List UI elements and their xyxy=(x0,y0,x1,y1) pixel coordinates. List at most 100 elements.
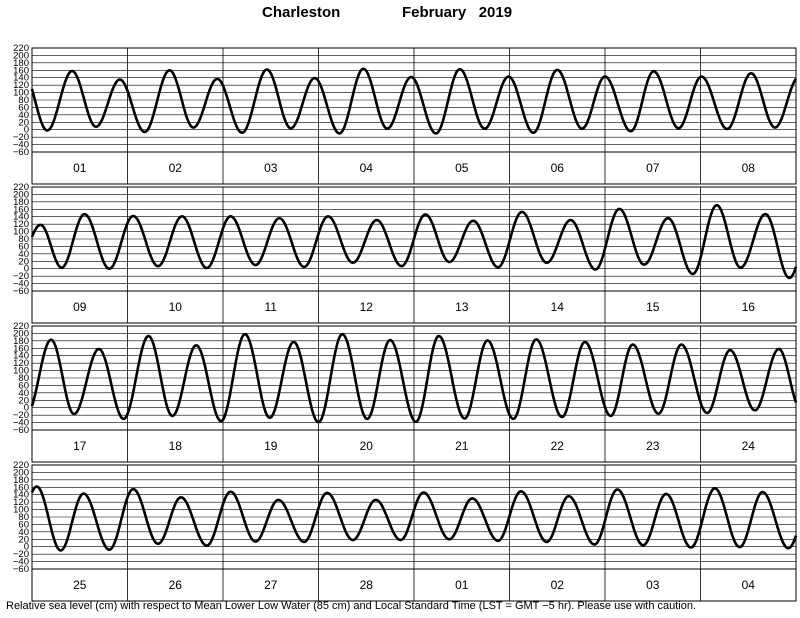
y-tick-label: 20 xyxy=(18,395,29,406)
y-tick-label: 180 xyxy=(13,336,29,347)
y-tick-label: 140 xyxy=(13,351,29,362)
day-label: 22 xyxy=(551,439,565,453)
month-year: February 2019 xyxy=(402,4,513,21)
day-label: 12 xyxy=(360,300,374,314)
tide-panel-2: 220200180160140120100806040200−20−40−600… xyxy=(13,182,798,324)
y-tick-label: 160 xyxy=(13,343,29,354)
day-label: 01 xyxy=(73,161,87,175)
tide-curve xyxy=(30,203,798,280)
y-tick-label: −60 xyxy=(13,147,29,158)
day-label: 04 xyxy=(360,161,374,175)
y-tick-label: 160 xyxy=(13,204,29,215)
day-label: 08 xyxy=(742,161,756,175)
y-tick-label: 140 xyxy=(13,490,29,501)
y-tick-label: −20 xyxy=(13,549,29,560)
y-tick-label: 80 xyxy=(18,234,29,245)
y-tick-label: 40 xyxy=(18,249,29,260)
y-tick-label: −60 xyxy=(13,564,29,575)
day-label: 02 xyxy=(169,161,183,175)
y-tick-label: −20 xyxy=(13,132,29,143)
y-tick-label: 20 xyxy=(18,117,29,128)
y-tick-label: 220 xyxy=(13,460,29,471)
y-tick-label: 220 xyxy=(13,321,29,332)
y-tick-label: 80 xyxy=(18,512,29,523)
day-label: 25 xyxy=(73,578,87,592)
y-tick-label: −20 xyxy=(13,410,29,421)
y-tick-label: 180 xyxy=(13,197,29,208)
day-label: 14 xyxy=(551,300,565,314)
day-label: 23 xyxy=(646,439,660,453)
y-tick-label: 100 xyxy=(13,505,29,516)
y-tick-label: 0 xyxy=(24,542,29,553)
y-tick-label: −40 xyxy=(13,557,29,568)
y-tick-label: 40 xyxy=(18,110,29,121)
footer-note: Relative sea level (cm) with respect to … xyxy=(6,600,697,612)
y-tick-label: 60 xyxy=(18,519,29,530)
day-label: 19 xyxy=(264,439,278,453)
station-name: Charleston xyxy=(262,4,341,21)
day-label: 03 xyxy=(264,161,278,175)
day-label: 28 xyxy=(360,578,374,592)
y-tick-label: 200 xyxy=(13,328,29,339)
y-tick-label: −40 xyxy=(13,418,29,429)
tide-panel-3: 220200180160140120100806040200−20−40−601… xyxy=(13,321,798,463)
y-tick-label: −40 xyxy=(13,279,29,290)
y-tick-label: 220 xyxy=(13,43,29,54)
y-tick-label: 100 xyxy=(13,366,29,377)
day-label: 16 xyxy=(742,300,756,314)
day-label: 17 xyxy=(73,439,87,453)
y-tick-label: 20 xyxy=(18,256,29,267)
day-label: 15 xyxy=(646,300,660,314)
day-label: 26 xyxy=(169,578,183,592)
tide-curve xyxy=(30,485,798,552)
y-tick-label: 140 xyxy=(13,73,29,84)
y-tick-label: 40 xyxy=(18,388,29,399)
day-label: 04 xyxy=(742,578,756,592)
y-tick-label: 100 xyxy=(13,227,29,238)
day-label: 24 xyxy=(742,439,756,453)
y-tick-label: 100 xyxy=(13,88,29,99)
y-tick-label: 220 xyxy=(13,182,29,193)
y-tick-label: −60 xyxy=(13,286,29,297)
day-label: 11 xyxy=(265,300,278,314)
y-tick-label: 20 xyxy=(18,534,29,545)
y-tick-label: 0 xyxy=(24,125,29,136)
y-tick-label: 60 xyxy=(18,380,29,391)
day-label: 13 xyxy=(455,300,469,314)
day-label: 03 xyxy=(646,578,660,592)
y-tick-label: −40 xyxy=(13,140,29,151)
day-label: 07 xyxy=(646,161,660,175)
y-tick-label: 120 xyxy=(13,80,29,91)
y-tick-label: −20 xyxy=(13,271,29,282)
y-tick-label: 80 xyxy=(18,373,29,384)
y-tick-label: 40 xyxy=(18,527,29,538)
day-label: 21 xyxy=(455,439,469,453)
day-label: 27 xyxy=(264,578,278,592)
y-tick-label: 120 xyxy=(13,219,29,230)
tide-curve xyxy=(30,332,798,424)
y-tick-label: 180 xyxy=(13,58,29,69)
tide-panel-1: 220200180160140120100806040200−20−40−600… xyxy=(13,43,798,185)
chart-header: Charleston February 2019 xyxy=(0,4,800,28)
day-label: 05 xyxy=(455,161,469,175)
y-tick-label: 200 xyxy=(13,467,29,478)
y-tick-label: 120 xyxy=(13,497,29,508)
y-tick-label: 0 xyxy=(24,264,29,275)
day-label: 01 xyxy=(455,578,469,592)
day-label: 02 xyxy=(551,578,565,592)
y-tick-label: 160 xyxy=(13,482,29,493)
y-tick-label: 140 xyxy=(13,212,29,223)
y-tick-label: 120 xyxy=(13,358,29,369)
y-tick-label: 80 xyxy=(18,95,29,106)
day-label: 20 xyxy=(360,439,374,453)
day-label: 06 xyxy=(551,161,565,175)
y-tick-label: 200 xyxy=(13,189,29,200)
y-tick-label: 0 xyxy=(24,403,29,414)
day-label: 18 xyxy=(169,439,183,453)
y-tick-label: 60 xyxy=(18,241,29,252)
y-tick-label: 160 xyxy=(13,65,29,76)
day-label: 10 xyxy=(169,300,183,314)
day-label: 09 xyxy=(73,300,87,314)
tide-curve xyxy=(30,67,798,135)
